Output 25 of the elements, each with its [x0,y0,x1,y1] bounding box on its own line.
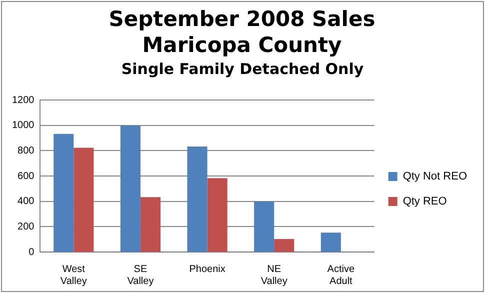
bar [274,238,294,252]
bar [187,146,208,252]
bar [254,201,274,252]
bar [54,134,74,252]
chart-subtitle: Single Family Detached Only [120,60,365,78]
x-tick-label: Active Adult [327,264,355,287]
bar [320,232,341,252]
y-tick-label: 400 [18,196,35,208]
y-tick-label: 600 [18,170,35,182]
bar [74,148,94,252]
bar [120,125,140,252]
bar [207,178,228,252]
x-tick-label: SE Valley [127,264,154,287]
y-tick-label: 200 [18,221,35,232]
y-tick-label: 0 [28,246,35,258]
legend-label: Qty REO [402,196,448,208]
x-tick-label: Phoenix [189,264,226,275]
y-tick-label: 1200 [12,94,35,106]
bar [140,197,161,252]
y-tick-label: 800 [18,145,35,156]
legend-label: Qty Not REO [402,170,468,183]
x-tick-label: West Valley [60,264,87,287]
x-tick-label: NE Valley [260,264,288,287]
y-tick-label: 1000 [12,120,35,132]
chart-title: September 2008 Sales Maricopa County [108,6,376,58]
